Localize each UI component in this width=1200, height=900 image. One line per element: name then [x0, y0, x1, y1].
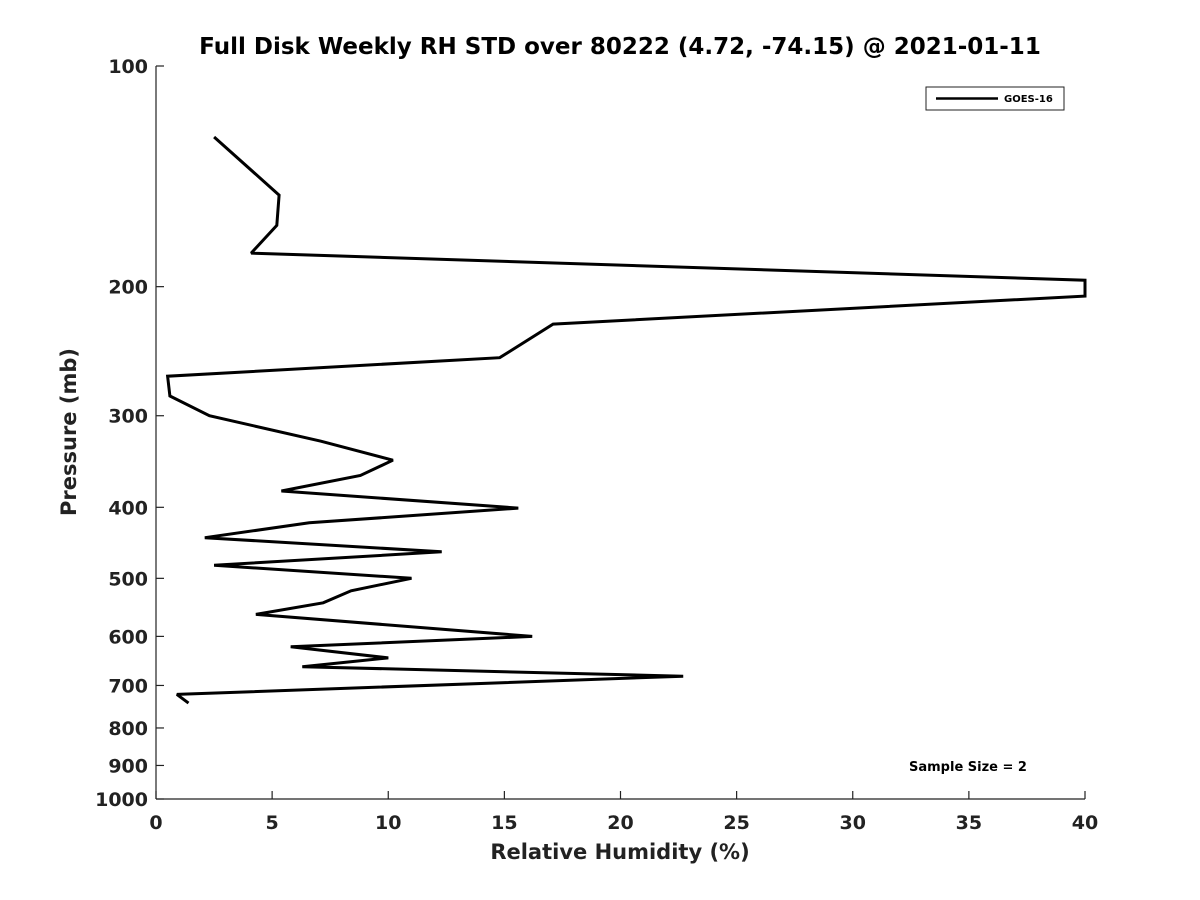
y-tick-label: 1000 [95, 789, 148, 811]
x-tick-label: 0 [149, 812, 162, 834]
x-tick-label: 20 [607, 812, 633, 834]
y-tick-label: 100 [108, 56, 148, 78]
y-axis-label: Pressure (mb) [57, 348, 81, 516]
x-tick-label: 40 [1072, 812, 1098, 834]
x-tick-label: 25 [723, 812, 749, 834]
x-tick-label: 35 [956, 812, 982, 834]
series-layer [165, 135, 1087, 705]
x-tick-label: 5 [266, 812, 279, 834]
y-tick-label: 600 [108, 626, 148, 648]
x-tick-label: 30 [840, 812, 866, 834]
chart-title: Full Disk Weekly RH STD over 80222 (4.72… [199, 34, 1041, 60]
x-tick-label: 10 [375, 812, 401, 834]
y-ticks: 100 200 300 400 500 600 700 800 900 1000 [95, 56, 164, 811]
y-tick-label: 500 [108, 568, 148, 590]
legend-label-goes-16: GOES-16 [1004, 94, 1053, 105]
x-tick-label: 15 [491, 812, 517, 834]
y-tick-label: 900 [108, 755, 148, 777]
y-tick-label: 400 [108, 497, 148, 519]
x-axis-label: Relative Humidity (%) [490, 840, 749, 864]
x-ticks: 0 5 10 15 20 25 30 35 40 [149, 791, 1098, 834]
y-tick-label: 200 [108, 277, 148, 299]
y-tick-label: 700 [108, 675, 148, 697]
series-line-goes-16 [165, 135, 1087, 705]
y-tick-label: 300 [108, 406, 148, 428]
legend: GOES-16 [925, 86, 1065, 111]
y-tick-label: 800 [108, 718, 148, 740]
sample-size-annotation: Sample Size = 2 [909, 760, 1027, 775]
